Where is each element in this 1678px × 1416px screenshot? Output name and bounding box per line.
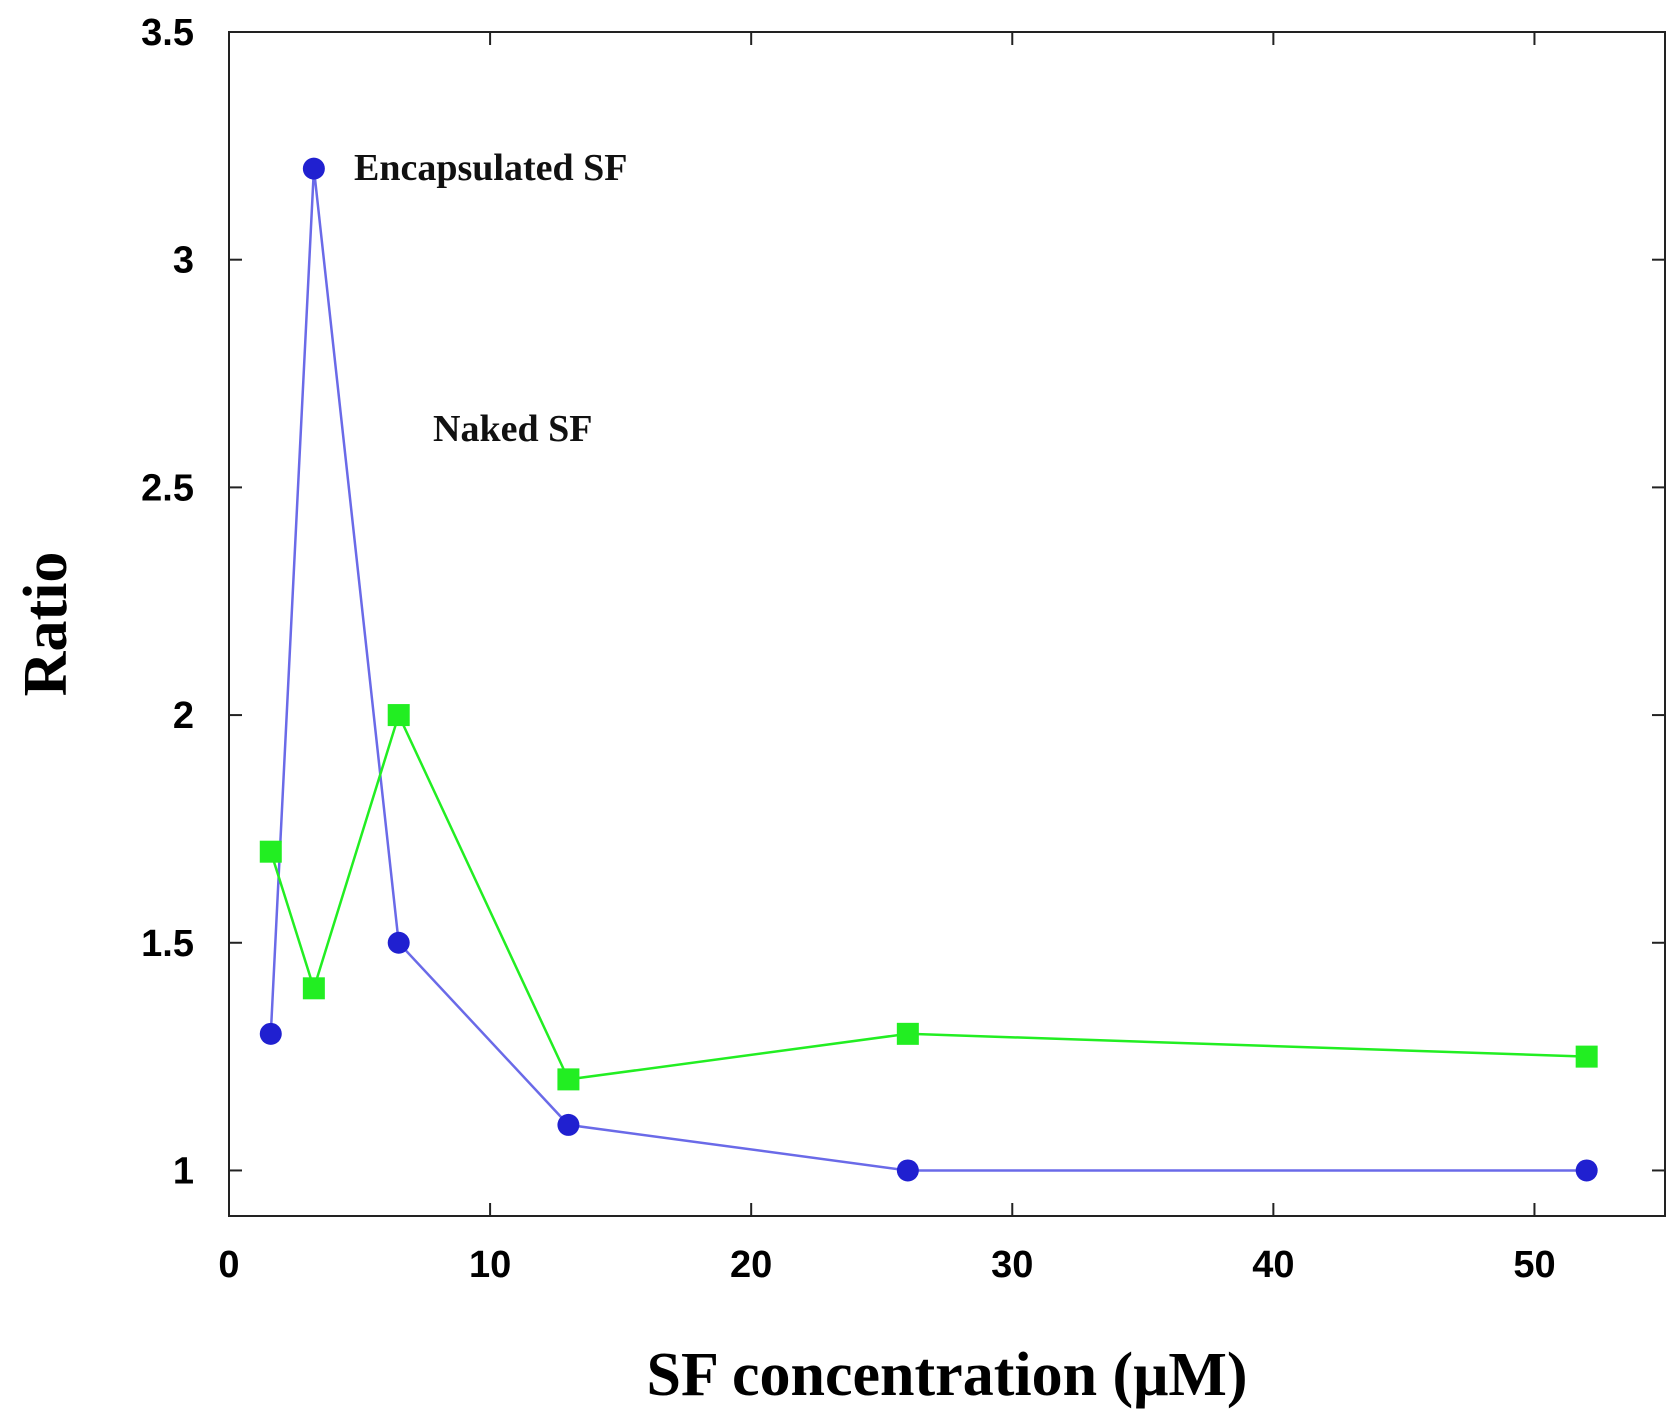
annotations-layer: Encapsulated SF Naked SF — [354, 147, 627, 450]
x-tick-label: 20 — [730, 1244, 772, 1286]
y-tick-label: 1.5 — [141, 923, 194, 965]
y-axis-title: Ratio — [12, 552, 80, 697]
series-encapsulated-sf — [259, 157, 1598, 1182]
data-point-naked-sf — [557, 1068, 580, 1091]
data-point-naked-sf — [259, 840, 282, 863]
x-tick-label: 30 — [991, 1244, 1033, 1286]
series-line-naked-sf — [269, 711, 1587, 1081]
axis-ticks — [228, 31, 1665, 1216]
data-point-encapsulated-sf — [302, 157, 325, 180]
x-tick-label: 40 — [1252, 1244, 1294, 1286]
data-point-encapsulated-sf — [387, 931, 410, 954]
y-tick-label: 3.5 — [141, 12, 194, 54]
x-tick-label: 10 — [469, 1244, 511, 1286]
annotation-encapsulated-sf: Encapsulated SF — [354, 147, 627, 189]
annotation-naked-sf: Naked SF — [433, 408, 592, 450]
data-point-naked-sf — [896, 1022, 919, 1045]
y-tick-label: 2.5 — [141, 467, 194, 509]
y-tick-label: 2 — [173, 695, 194, 737]
y-tick-label: 3 — [173, 240, 194, 282]
data-point-encapsulated-sf — [1575, 1159, 1598, 1182]
x-tick-label: 50 — [1513, 1244, 1555, 1286]
data-point-naked-sf — [387, 704, 410, 727]
x-axis-title: SF concentration (μM) — [646, 1341, 1247, 1409]
data-point-encapsulated-sf — [557, 1113, 580, 1136]
data-point-naked-sf — [1575, 1045, 1598, 1068]
series-layer — [259, 157, 1598, 1182]
y-tick-label: 1 — [173, 1150, 194, 1192]
plot-frame — [228, 31, 1666, 1217]
data-point-naked-sf — [302, 977, 325, 1000]
data-point-encapsulated-sf — [259, 1022, 282, 1045]
series-naked-sf — [259, 704, 1598, 1091]
axis-tick-labels: 0 10 20 30 40 50 1 1.5 2 2.5 3 3.5 — [141, 12, 1555, 1286]
series-line-encapsulated-sf — [269, 168, 1587, 1172]
data-point-encapsulated-sf — [896, 1159, 919, 1182]
x-tick-label: 0 — [218, 1244, 239, 1286]
